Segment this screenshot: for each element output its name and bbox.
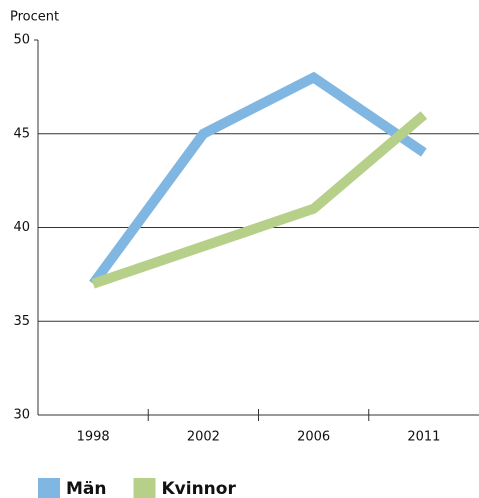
y-tick-label: 35 (13, 314, 30, 329)
legend-text: Män (66, 479, 107, 498)
line-series (91, 111, 428, 289)
x-tick-label: 2006 (297, 430, 330, 445)
y-tick-label: 50 (13, 33, 30, 48)
y-axis-label: Procent (10, 10, 59, 25)
y-tick-label: 40 (13, 220, 30, 235)
y-tick-label: 45 (13, 126, 30, 141)
x-tick-label: 2002 (187, 430, 220, 445)
legend-swatch (38, 478, 60, 498)
legend-swatch (133, 478, 156, 498)
x-tick-label: 1998 (77, 430, 110, 445)
y-tick-label: 30 (13, 408, 30, 423)
legend-text: Kvinnor (162, 479, 237, 498)
line-series (89, 71, 427, 287)
x-tick-label: 2011 (407, 430, 440, 445)
